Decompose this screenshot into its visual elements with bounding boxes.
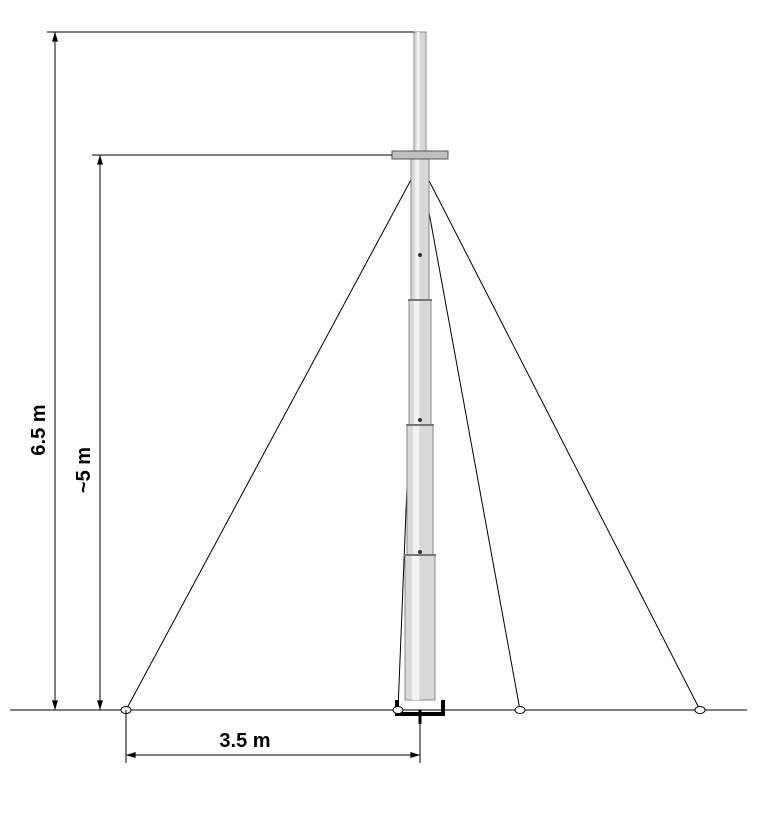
mast-segment — [411, 155, 429, 300]
arrowhead-icon — [410, 752, 420, 758]
arrowhead-icon — [97, 700, 103, 710]
dim-label-guy-h: ~5 m — [73, 447, 95, 493]
arrowhead-icon — [97, 155, 103, 165]
mast-segment — [414, 32, 426, 155]
arrowhead-icon — [126, 752, 136, 758]
arrowhead-icon — [52, 32, 58, 42]
arrowhead-icon — [52, 700, 58, 710]
guy-wire — [126, 163, 420, 710]
mast-segment — [405, 555, 435, 700]
mast-bolt — [418, 550, 422, 554]
anchor-ring-icon — [695, 707, 705, 714]
mast-bolt — [418, 418, 422, 422]
mast-segment — [407, 425, 433, 555]
mast-bolt — [418, 253, 422, 257]
mast-segment — [409, 300, 431, 425]
guy-plate — [392, 151, 448, 159]
anchor-ring-icon — [393, 707, 403, 714]
dim-label-base-w: 3.5 m — [219, 730, 270, 752]
guy-wire — [420, 163, 700, 710]
dim-label-total-h: 6.5 m — [28, 404, 50, 455]
anchor-ring-icon — [515, 707, 525, 714]
